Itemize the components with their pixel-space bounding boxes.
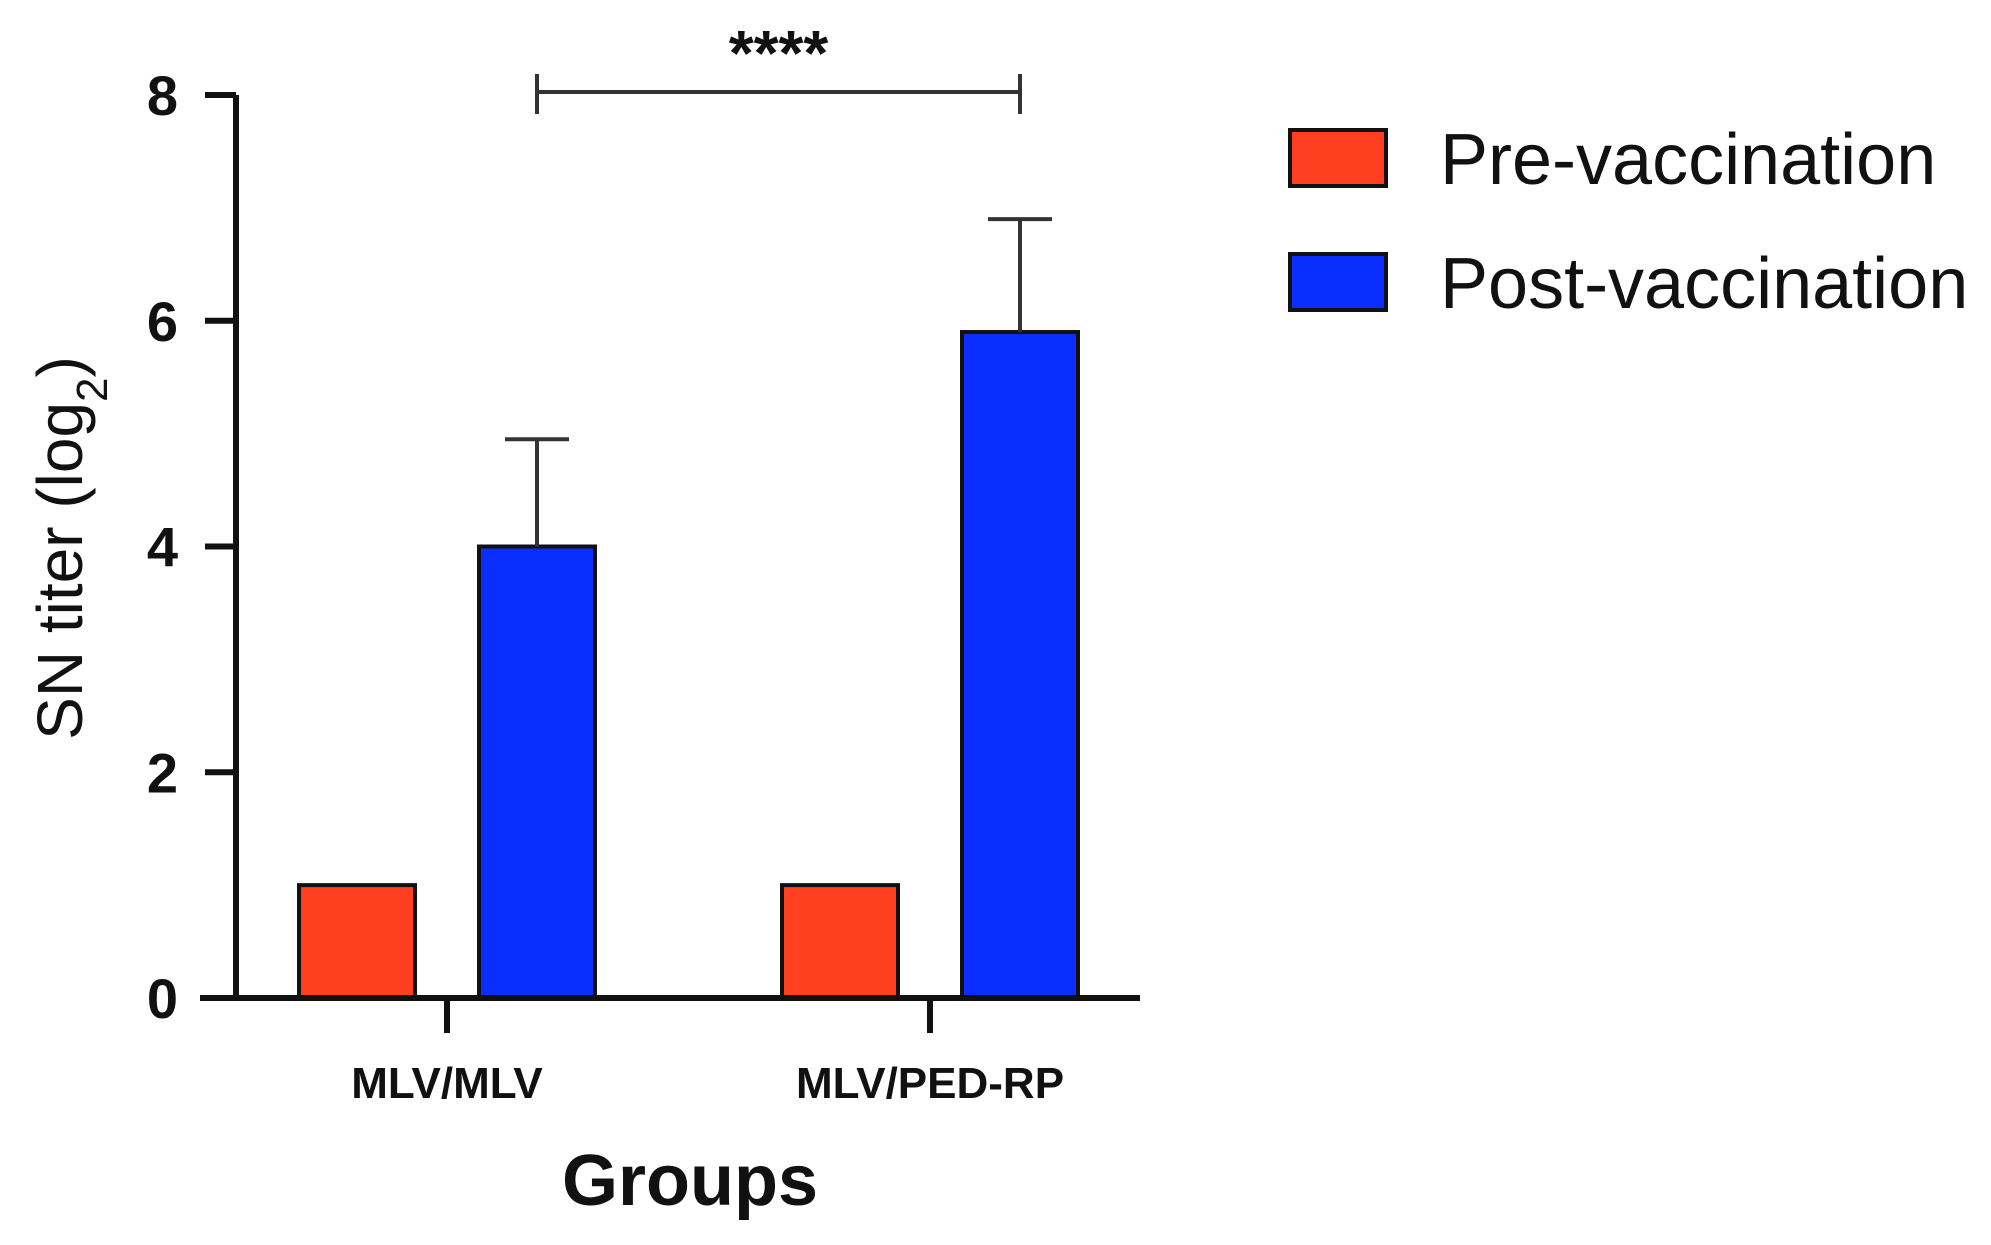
y-axis-title-suffix: ): [24, 356, 96, 377]
legend: Pre-vaccination Post-vaccination: [1288, 120, 1968, 324]
y-tick-label: 6: [147, 290, 178, 353]
y-tick-label: 4: [147, 516, 178, 579]
y-axis-ticks: 0 2 4 6 8: [147, 64, 236, 1030]
significance-label: ****: [729, 17, 829, 89]
y-axis-title-subscript: 2: [68, 377, 117, 401]
significance-bracket: ****: [535, 17, 1022, 114]
error-bars: [505, 217, 1052, 547]
bar-post-1: [960, 330, 1080, 1001]
bar-pre-0: [297, 883, 417, 1000]
y-tick-label: 8: [147, 64, 178, 127]
legend-swatch-pre: [1288, 128, 1388, 188]
bars: [297, 330, 1080, 1001]
x-axis-title: Groups: [562, 1141, 818, 1221]
y-axis-title: SN titer (log2): [24, 356, 117, 740]
y-axis-title-main: SN titer (log: [24, 402, 96, 740]
legend-label-pre: Pre-vaccination: [1440, 120, 1936, 200]
legend-swatch-post: [1288, 252, 1388, 312]
x-category-label: MLV/PED-RP: [796, 1059, 1064, 1108]
y-tick-label: 2: [147, 741, 178, 804]
legend-label-post: Post-vaccination: [1440, 244, 1968, 324]
bar-pre-1: [780, 883, 900, 1000]
x-axis-ticks: MLV/MLV MLV/PED-RP: [351, 998, 1064, 1108]
bar-post-0: [477, 544, 597, 1000]
x-category-label: MLV/MLV: [351, 1059, 543, 1108]
y-tick-label: 0: [147, 967, 178, 1030]
